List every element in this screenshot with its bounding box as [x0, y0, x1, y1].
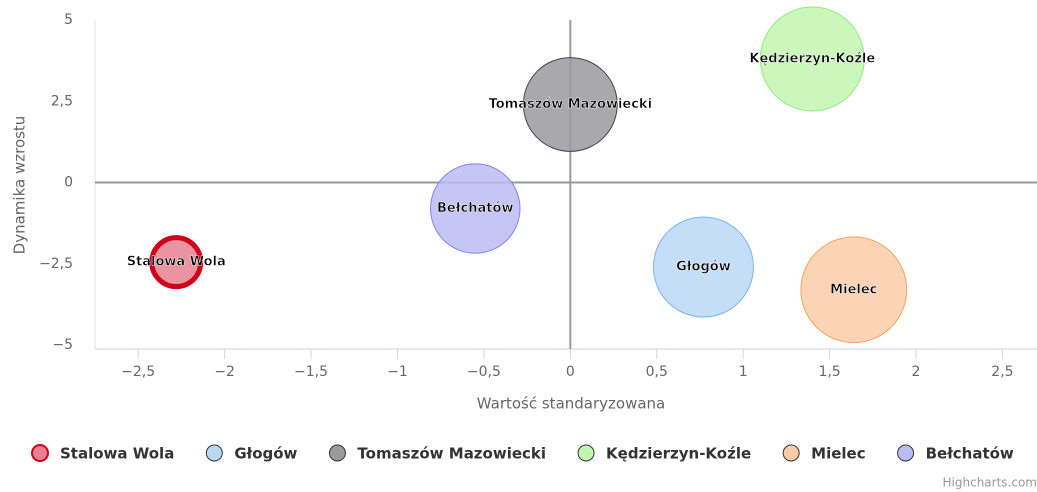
x-tick-label: 1 — [739, 364, 748, 380]
legend-label: Tomaszów Mazowiecki — [357, 445, 546, 463]
y-tick-label: 5 — [64, 12, 73, 28]
legend-symbol — [577, 444, 595, 462]
y-tick-label: −5 — [52, 337, 73, 353]
data-label: Stalowa Wola — [127, 255, 226, 270]
x-axis-title: Wartość standaryzowana — [477, 395, 665, 413]
legend-symbol — [782, 444, 800, 462]
bubble — [430, 163, 521, 254]
legend-label: Mielec — [811, 445, 865, 463]
data-label: Kędzierzyn-Koźle — [749, 52, 875, 67]
x-tick-label: −2 — [214, 364, 235, 380]
x-tick-label: 2,5 — [991, 364, 1013, 380]
y-tick-label: 0 — [64, 175, 73, 191]
legend-label: Kędzierzyn-Koźle — [606, 445, 751, 463]
x-tick-label: −2,5 — [121, 364, 155, 380]
legend-symbol — [328, 444, 346, 462]
y-axis-title: Dynamika wzrostu — [11, 116, 29, 255]
legend-symbol — [31, 444, 49, 462]
y-tick-label: −2,5 — [39, 256, 73, 272]
data-label: Mielec — [830, 282, 877, 297]
x-tick-label: −1 — [387, 364, 408, 380]
bubble — [522, 57, 618, 152]
data-label: Tomaszów Mazowiecki — [489, 97, 652, 112]
data-label: Bełchatów — [437, 201, 513, 216]
legend-label: Bełchatów — [926, 445, 1014, 463]
legend-symbol — [897, 444, 915, 462]
x-tick-label: 0 — [566, 364, 575, 380]
bubble — [759, 6, 865, 112]
x-tick-label: 0,5 — [646, 364, 668, 380]
credits: Highcharts.com — [943, 476, 1037, 490]
bubble — [800, 236, 908, 344]
x-tick-label: −0,5 — [467, 364, 501, 380]
legend-label: Głogów — [234, 445, 297, 463]
y-tick-label: 2,5 — [51, 93, 73, 109]
bubble — [149, 235, 204, 290]
legend-label: Stalowa Wola — [60, 445, 174, 463]
x-tick-label: −1,5 — [294, 364, 328, 380]
x-tick-label: 1,5 — [818, 364, 840, 380]
bubble — [652, 216, 754, 318]
data-label: Głogów — [676, 260, 731, 275]
x-tick-label: 2 — [912, 364, 921, 380]
legend-symbol — [205, 444, 223, 462]
